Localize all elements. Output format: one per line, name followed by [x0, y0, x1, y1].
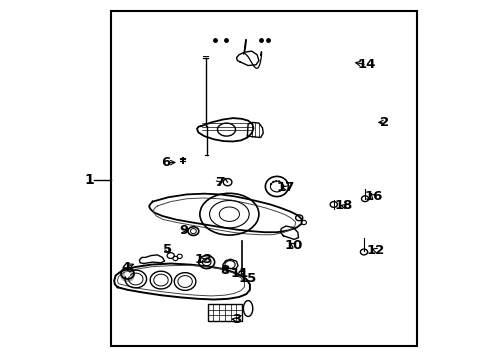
Text: 9: 9: [179, 224, 188, 237]
Text: 2: 2: [380, 116, 388, 129]
Text: 1: 1: [84, 173, 94, 187]
Text: 10: 10: [285, 239, 303, 252]
Text: 4: 4: [122, 261, 131, 274]
Polygon shape: [149, 194, 302, 232]
Bar: [207, 304, 242, 321]
Text: 13: 13: [195, 253, 213, 266]
Text: 7: 7: [214, 176, 224, 189]
Text: 16: 16: [364, 190, 382, 203]
Bar: [111, 11, 416, 346]
Polygon shape: [114, 264, 249, 300]
Text: 14: 14: [357, 58, 375, 71]
Text: 11: 11: [231, 267, 249, 280]
Text: 17: 17: [276, 181, 294, 194]
Polygon shape: [197, 118, 253, 141]
Text: 18: 18: [334, 199, 352, 212]
Text: 15: 15: [239, 273, 257, 285]
Text: 5: 5: [162, 243, 171, 256]
Text: 6: 6: [161, 156, 170, 169]
Text: 3: 3: [231, 313, 241, 326]
Text: 8: 8: [220, 264, 229, 277]
Text: 12: 12: [366, 244, 384, 257]
Polygon shape: [236, 51, 258, 66]
